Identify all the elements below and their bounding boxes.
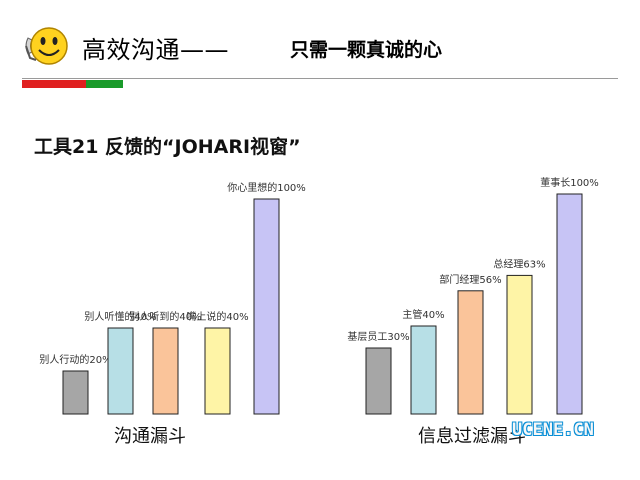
chart-2-title: 信息过滤漏斗 <box>418 426 526 447</box>
chart-2-data-label-5: 董事长100% <box>540 176 599 189</box>
chart-2-data-label-2: 主管40% <box>402 308 444 321</box>
slide-title: 高效沟通—— <box>82 36 229 64</box>
chart-2-bar-4 <box>506 274 533 415</box>
smiley-phone-icon <box>25 27 68 65</box>
slide-header: 高效沟通—— 只需一颗真诚的心 <box>0 0 640 90</box>
chart-1-bar-5 <box>253 198 280 415</box>
chart-1-data-label-4: 嘴上说的40% <box>186 310 248 323</box>
chart-1-bar-1 <box>62 370 89 415</box>
chart-1-data-label-2: 别人听懂的40% <box>84 310 156 323</box>
chart-2-data-label-1: 基层员工30% <box>347 330 409 343</box>
chart-1-data-label-3: 别人听到的40% <box>129 310 201 323</box>
site-watermark: UCENE.CN <box>512 420 594 440</box>
slide-subtitle: 只需一颗真诚的心 <box>290 39 443 61</box>
chart-1-bar-4 <box>204 327 231 415</box>
chart-1-data-label-5: 你心里想的100% <box>227 181 306 194</box>
chart-1-title: 沟通漏斗 <box>114 426 186 447</box>
chart-2-data-label-4: 总经理63% <box>493 257 545 270</box>
chart-2-bar-1 <box>365 347 392 415</box>
header-accent-red <box>22 80 86 88</box>
header-accent-green <box>86 80 123 88</box>
header-divider <box>22 78 618 79</box>
chart-2-bar-3 <box>457 290 484 415</box>
chart-2-bar-2 <box>410 325 437 415</box>
chart-1-bar-3 <box>152 327 179 415</box>
chart-2-data-label-3: 部门经理56% <box>439 273 501 286</box>
chart-1-data-label-1: 别人行动的20% <box>39 353 111 366</box>
chart-2-bar-5 <box>556 193 583 415</box>
section-title: 工具21 反馈的“JOHARI视窗” <box>34 136 301 158</box>
chart-1-bar-2 <box>107 327 134 415</box>
